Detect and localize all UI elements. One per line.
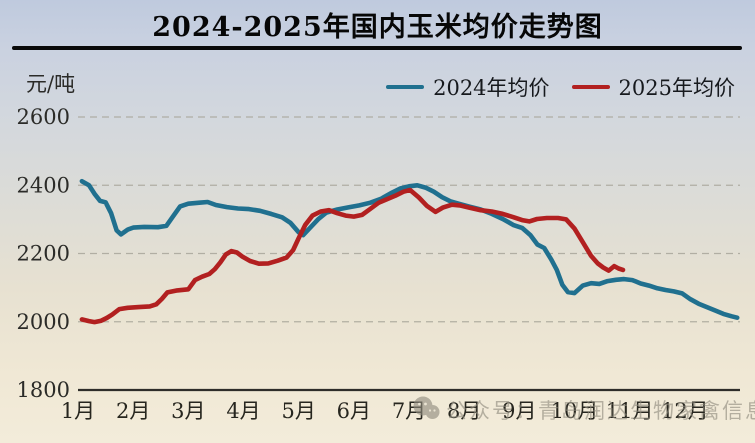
y-tick-label-2200: 2200 [17, 242, 70, 266]
page-title: 2024-2025年国内玉米均价走势图 [152, 12, 603, 43]
x-tick-label-10: 10月 [551, 399, 599, 423]
x-tick-label-11: 11月 [606, 399, 654, 423]
legend-line-swatch-2025 [571, 85, 610, 89]
x-tick-label-2: 2月 [116, 399, 150, 423]
legend-item-2025: 2025年均价 [571, 72, 735, 102]
legend-label-2025: 2025年均价 [618, 76, 735, 100]
y-tick-label-2400: 2400 [17, 173, 70, 197]
y-axis-unit-label: 元/吨 [26, 72, 76, 96]
x-tick-label-12: 12月 [661, 399, 709, 423]
x-tick-label-9: 9月 [502, 399, 536, 423]
y-tick-label-2600: 2600 [17, 105, 70, 129]
y-tick-label-2000: 2000 [17, 310, 70, 334]
series-line-2024年均价 [79, 178, 740, 321]
title-divider [12, 46, 742, 50]
legend-item-2024: 2024年均价 [386, 72, 550, 102]
legend-line-swatch-2024 [386, 85, 425, 89]
x-tick-label-6: 6月 [337, 399, 371, 423]
x-tick-label-3: 3月 [171, 399, 205, 423]
legend-label-2024: 2024年均价 [433, 76, 550, 100]
x-tick-label-1: 1月 [61, 399, 95, 423]
x-tick-label-8: 8月 [447, 399, 481, 423]
y-tick-label-1800: 1800 [17, 378, 70, 402]
x-tick-label-4: 4月 [226, 399, 260, 423]
legend: 2024年均价 2025年均价 [386, 72, 735, 102]
series-line-2025年均价 [79, 187, 626, 325]
x-tick-label-5: 5月 [281, 399, 315, 423]
x-tick-label-7: 7月 [392, 399, 426, 423]
